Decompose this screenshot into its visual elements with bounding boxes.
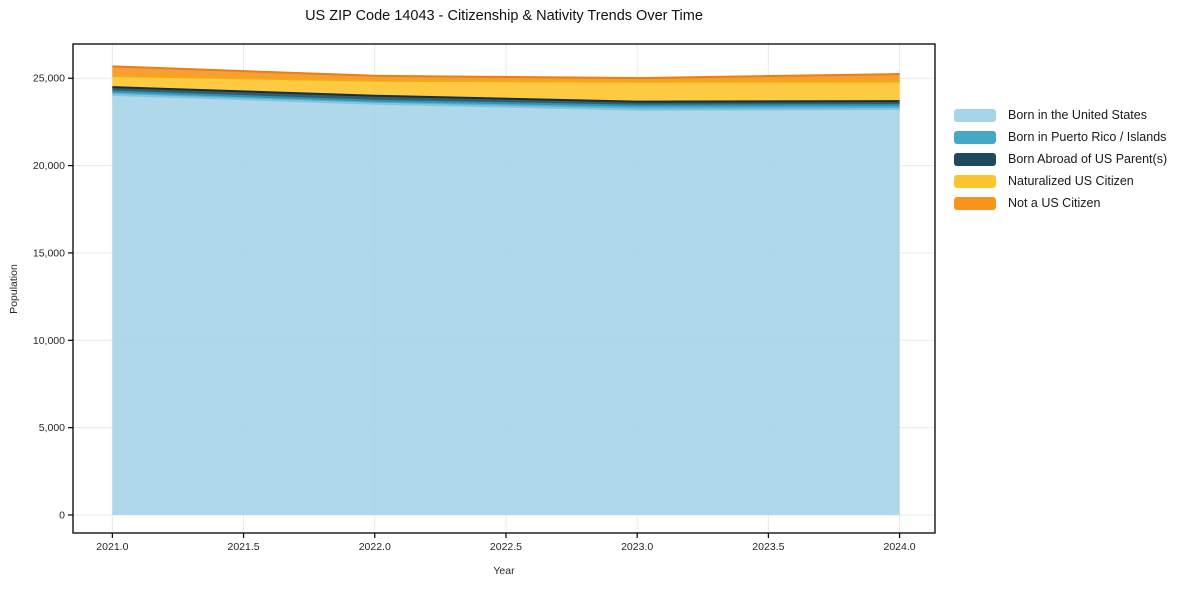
x-tick-label: 2023.0 <box>621 541 653 553</box>
legend-swatch <box>954 130 996 144</box>
x-axis-title: Year <box>493 565 515 577</box>
y-axis-title: Population <box>8 264 20 314</box>
legend-swatch <box>954 174 996 188</box>
y-tick-label: 25,000 <box>33 73 65 85</box>
legend-swatch <box>954 108 996 122</box>
legend-swatch <box>954 152 996 166</box>
legend-item: Not a US Citizen <box>954 192 1167 214</box>
y-tick-label: 0 <box>59 510 65 522</box>
x-tick-label: 2024.0 <box>884 541 916 553</box>
legend-item: Born Abroad of US Parent(s) <box>954 148 1167 170</box>
area-series-0 <box>112 94 900 516</box>
legend-label: Born in Puerto Rico / Islands <box>1008 130 1167 144</box>
series-top-line-4 <box>112 65 900 80</box>
legend-item: Born in the United States <box>954 104 1167 126</box>
legend-label: Born in the United States <box>1008 108 1147 122</box>
x-tick-label: 2022.5 <box>490 541 522 553</box>
legend: Born in the United States Born in Puerto … <box>954 104 1167 214</box>
chart-title: US ZIP Code 14043 - Citizenship & Nativi… <box>305 8 703 24</box>
series-top-line-2 <box>112 86 900 103</box>
legend-item: Born in Puerto Rico / Islands <box>954 126 1167 148</box>
y-tick-label: 10,000 <box>33 335 65 347</box>
x-tick-label: 2021.5 <box>228 541 260 553</box>
series-top-line-0 <box>112 93 900 111</box>
y-tick-label: 20,000 <box>33 160 65 172</box>
x-tick-label: 2022.0 <box>359 541 391 553</box>
legend-label: Naturalized US Citizen <box>1008 174 1134 188</box>
legend-label: Born Abroad of US Parent(s) <box>1008 152 1168 166</box>
y-tick-label: 5,000 <box>39 422 65 434</box>
x-tick-label: 2021.0 <box>96 541 128 553</box>
series-top-line-1 <box>112 90 900 107</box>
y-tick-label: 15,000 <box>33 247 65 259</box>
x-tick-label: 2023.5 <box>752 541 784 553</box>
legend-item: Naturalized US Citizen <box>954 170 1167 192</box>
plot-border <box>72 43 936 534</box>
legend-label: Not a US Citizen <box>1008 196 1101 210</box>
series-top-line-3 <box>112 74 900 83</box>
legend-swatch <box>954 196 996 210</box>
